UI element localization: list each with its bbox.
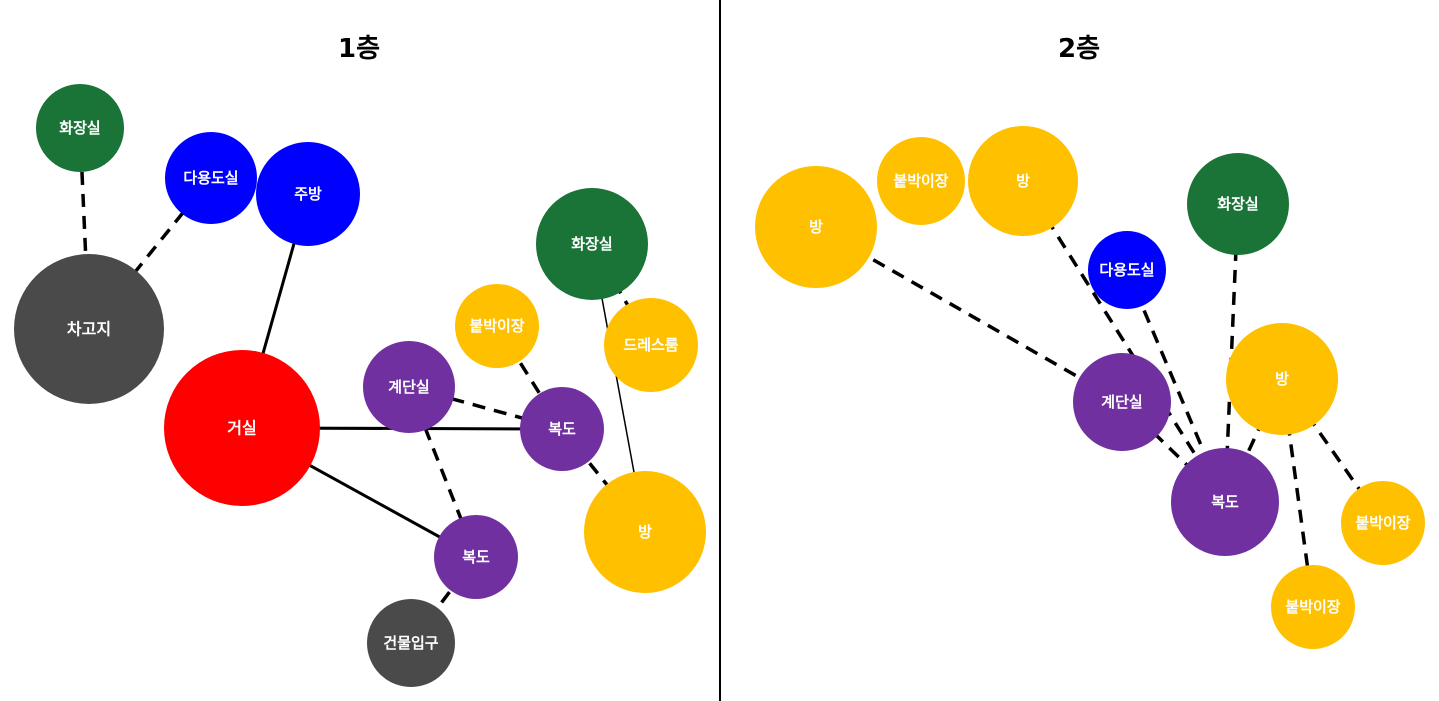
room-bubble bbox=[455, 284, 539, 368]
room-label: 복도 bbox=[548, 420, 576, 438]
room-node-f1-closet: 붙박이장 bbox=[455, 284, 539, 368]
room-bubble bbox=[1341, 481, 1425, 565]
room-label: 복도 bbox=[1211, 493, 1239, 511]
room-node-f2-utility: 다용도실 bbox=[1088, 231, 1166, 309]
floor-2-title: 2층 bbox=[1057, 34, 1101, 64]
room-label: 방 bbox=[1275, 370, 1289, 388]
room-bubble bbox=[14, 254, 164, 404]
room-label: 붙박이장 bbox=[1355, 514, 1410, 532]
room-node-f1-living: 거실 bbox=[164, 350, 320, 506]
room-label: 주방 bbox=[294, 185, 322, 203]
room-label: 드레스룸 bbox=[623, 336, 678, 354]
link-f2-room-a-f2-stairs bbox=[815, 225, 1123, 404]
room-node-f2-closet-b: 붙박이장 bbox=[1341, 481, 1425, 565]
room-label: 방 bbox=[638, 523, 652, 541]
room-node-f1-hall-a: 복도 bbox=[520, 387, 604, 471]
room-node-f1-dressroom: 드레스룸 bbox=[604, 298, 698, 392]
room-label: 계단실 bbox=[1101, 393, 1142, 411]
room-node-f2-stairs: 계단실 bbox=[1073, 353, 1171, 451]
room-bubble bbox=[434, 515, 518, 599]
room-node-f2-closet-c: 붙박이장 bbox=[1271, 565, 1355, 649]
room-label: 차고지 bbox=[67, 320, 111, 339]
room-node-f2-room-b: 방 bbox=[968, 126, 1078, 236]
room-label: 방 bbox=[809, 218, 823, 236]
link-f2-room-b-f2-hall bbox=[1021, 180, 1227, 503]
room-node-f2-hall: 복도 bbox=[1171, 448, 1279, 556]
room-bubble bbox=[1271, 565, 1355, 649]
room-node-f1-toilet-b: 화장실 bbox=[536, 188, 648, 300]
room-node-f1-stairs: 계단실 bbox=[363, 341, 455, 433]
room-bubble bbox=[256, 142, 360, 246]
room-label: 거실 bbox=[227, 419, 256, 438]
room-bubble bbox=[164, 350, 320, 506]
room-label: 붙박이장 bbox=[1285, 598, 1340, 616]
room-label: 방 bbox=[1016, 172, 1030, 190]
floor-1-title: 1층 bbox=[337, 34, 381, 64]
room-node-f2-closet-a: 붙박이장 bbox=[877, 137, 965, 225]
room-node-f2-room-c: 방 bbox=[1226, 323, 1338, 435]
link-f2-room-c-f2-closet-c bbox=[1280, 378, 1315, 608]
room-bubble bbox=[165, 132, 257, 224]
room-bubble bbox=[604, 298, 698, 392]
room-node-f1-utility: 다용도실 bbox=[165, 132, 257, 224]
room-bubble bbox=[363, 341, 455, 433]
room-bubble bbox=[520, 387, 604, 471]
room-node-f1-hall-b: 복도 bbox=[434, 515, 518, 599]
room-label: 붙박이장 bbox=[893, 172, 948, 190]
room-node-f1-garage: 차고지 bbox=[14, 254, 164, 404]
room-label: 화장실 bbox=[59, 119, 100, 137]
room-bubble bbox=[536, 188, 648, 300]
room-label: 건물입구 bbox=[383, 634, 438, 652]
room-label: 붙박이장 bbox=[469, 317, 524, 335]
room-node-f1-entrance: 건물입구 bbox=[367, 599, 455, 687]
room-label: 화장실 bbox=[571, 235, 612, 253]
rooms-layer: 화장실다용도실주방차고지거실화장실붙박이장드레스룸계단실복도방복도건물입구방붙박… bbox=[14, 84, 1425, 687]
room-bubble bbox=[1226, 323, 1338, 435]
room-bubble bbox=[367, 599, 455, 687]
room-bubble bbox=[877, 137, 965, 225]
room-bubble bbox=[1088, 231, 1166, 309]
room-node-f1-kitchen: 주방 bbox=[256, 142, 360, 246]
room-bubble bbox=[584, 471, 706, 593]
room-bubble bbox=[968, 126, 1078, 236]
room-bubble bbox=[1171, 448, 1279, 556]
room-node-f2-toilet: 화장실 bbox=[1187, 153, 1289, 255]
room-label: 다용도실 bbox=[1099, 261, 1154, 279]
room-label: 계단실 bbox=[388, 378, 429, 396]
room-label: 다용도실 bbox=[183, 169, 238, 187]
room-node-f1-room: 방 bbox=[584, 471, 706, 593]
room-node-f1-toilet-a: 화장실 bbox=[36, 84, 124, 172]
room-bubble bbox=[755, 166, 877, 288]
room-bubble bbox=[1187, 153, 1289, 255]
room-label: 화장실 bbox=[1217, 195, 1258, 213]
room-node-f2-room-a: 방 bbox=[755, 166, 877, 288]
room-bubble bbox=[1073, 353, 1171, 451]
room-bubble bbox=[36, 84, 124, 172]
room-label: 복도 bbox=[462, 548, 490, 566]
